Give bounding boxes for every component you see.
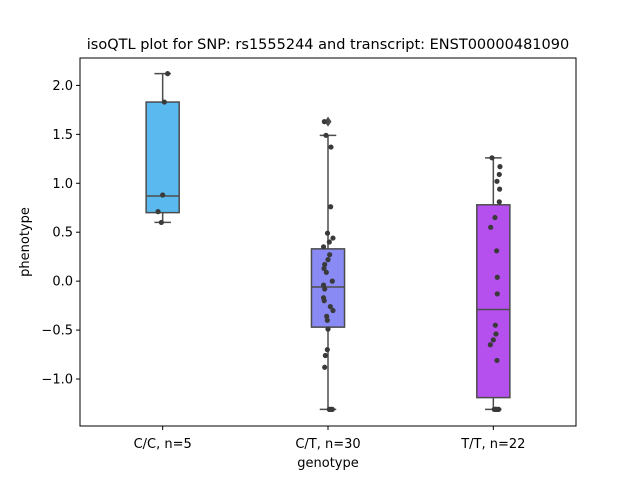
box-2: [310, 116, 346, 411]
data-point: [330, 307, 336, 314]
data-point: [322, 261, 328, 268]
data-point: [326, 239, 332, 245]
box-1: [145, 72, 180, 224]
data-point: [493, 406, 499, 412]
x-tick-label: T/T, n=22: [460, 437, 525, 452]
x-axis-label: genotype: [297, 456, 358, 471]
data-point: [497, 186, 503, 192]
points-1: [155, 71, 171, 226]
x-tick-label: C/T, n=30: [295, 437, 360, 452]
data-point: [490, 337, 496, 343]
data-point: [494, 357, 500, 364]
data-point: [328, 144, 334, 150]
data-point: [494, 178, 500, 184]
data-point: [324, 230, 331, 236]
data-point: [492, 322, 498, 328]
box-3: [476, 157, 511, 411]
data-point: [329, 278, 335, 284]
x-axis: C/C, n=5 C/T, n=30 T/T, n=22: [134, 426, 525, 452]
data-point: [321, 265, 327, 272]
data-point: [324, 313, 330, 319]
data-point: [330, 235, 336, 241]
data-point: [326, 406, 332, 412]
data-point: [158, 219, 164, 226]
data-point: [165, 71, 171, 77]
data-point: [160, 192, 166, 198]
data-point: [327, 252, 333, 258]
data-point: [325, 257, 331, 263]
y-tick-label: −0.5: [41, 324, 73, 339]
data-point: [489, 155, 495, 161]
data-point: [321, 119, 327, 125]
data-point: [328, 204, 334, 210]
data-point: [492, 214, 498, 221]
plot-area: [145, 71, 511, 412]
data-point: [320, 282, 327, 288]
y-tick-label: −1.0: [41, 373, 73, 388]
data-point: [325, 326, 331, 332]
y-tick-label: 0.0: [52, 275, 73, 290]
data-point: [494, 274, 500, 280]
data-point: [496, 171, 502, 178]
data-point: [323, 132, 329, 138]
outlier-marker: [324, 116, 332, 127]
points-3: [487, 155, 503, 412]
data-point: [493, 331, 499, 337]
data-point: [324, 347, 330, 353]
y-tick-label: 0.5: [52, 226, 73, 241]
points-2: [320, 119, 336, 412]
data-point: [324, 317, 330, 323]
data-point: [322, 364, 328, 370]
data-point: [323, 269, 329, 275]
data-point: [497, 164, 503, 170]
data-point: [488, 224, 494, 230]
data-point: [321, 298, 327, 304]
y-axis-label: phenotype: [18, 207, 33, 277]
iqr-box: [476, 204, 511, 399]
data-point: [320, 244, 327, 250]
data-point: [327, 303, 333, 310]
data-point: [487, 342, 493, 348]
data-point: [322, 352, 328, 359]
y-tick-label: 1.0: [52, 177, 73, 192]
data-point: [161, 99, 167, 105]
y-axis: −1.0 −0.5 0.0 0.5 1.0 1.5 2.0: [41, 79, 80, 388]
data-point: [494, 248, 500, 254]
data-point: [155, 209, 161, 215]
y-tick-label: 2.0: [52, 79, 73, 94]
chart-title: isoQTL plot for SNP: rs1555244 and trans…: [87, 37, 569, 53]
data-point: [322, 286, 328, 292]
data-point: [496, 199, 502, 205]
x-tick-label: C/C, n=5: [134, 437, 192, 452]
y-tick-label: 1.5: [52, 128, 73, 143]
data-point: [494, 291, 500, 297]
